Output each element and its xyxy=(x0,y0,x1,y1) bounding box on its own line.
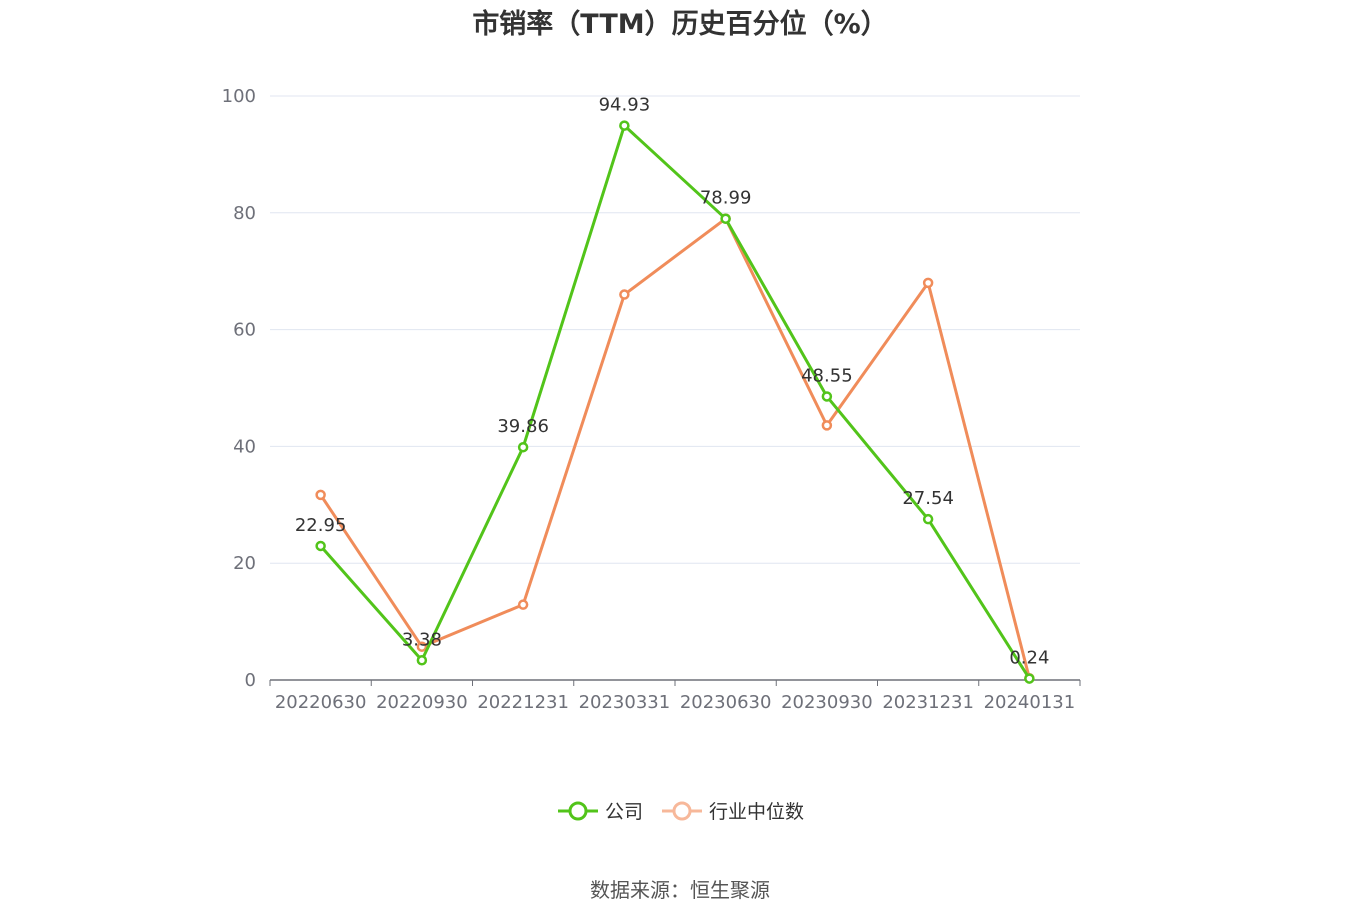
x-tick-label: 20220930 xyxy=(376,692,468,713)
data-label: 48.55 xyxy=(801,365,853,386)
data-point xyxy=(922,513,934,525)
x-tick-label: 20220630 xyxy=(275,692,367,713)
data-labels: 22.95 3.38 39.86 94.93 78.99 48.55 27.54 0.24 xyxy=(295,95,1050,669)
x-axis: 20220630 20220930 20221231 20230331 20230630… xyxy=(269,679,1081,713)
series-line-industry-median xyxy=(319,217,1031,679)
y-tick-label: 0 xyxy=(245,670,256,691)
data-point xyxy=(821,420,833,431)
data-point xyxy=(619,120,630,131)
grid-lines xyxy=(270,95,1080,564)
x-tick-label: 20240131 xyxy=(984,692,1076,713)
y-tick-label: 100 xyxy=(222,86,256,107)
x-tick-label: 20230331 xyxy=(579,692,671,713)
data-label: 27.54 xyxy=(902,488,954,509)
data-point xyxy=(821,391,833,402)
data-label: 94.93 xyxy=(599,95,651,116)
data-point xyxy=(416,655,428,666)
data-label: 78.99 xyxy=(700,188,752,209)
data-point xyxy=(1024,673,1035,684)
legend-marker xyxy=(568,801,588,821)
legend-label: 公司 xyxy=(605,801,643,823)
data-point xyxy=(619,289,630,300)
legend-marker xyxy=(672,801,692,821)
data-label: 39.86 xyxy=(497,416,549,437)
data-point xyxy=(517,441,529,453)
series-line-company xyxy=(319,124,1031,680)
data-point xyxy=(922,277,934,289)
y-tick-label: 80 xyxy=(233,203,256,224)
data-point xyxy=(315,489,326,501)
data-point xyxy=(416,641,428,652)
data-point xyxy=(517,599,529,610)
x-tick-label: 20221231 xyxy=(477,692,569,713)
x-tick-label: 20231231 xyxy=(882,692,974,713)
data-label: 22.95 xyxy=(295,515,347,536)
legend: 公司 行业中位数 xyxy=(558,801,804,823)
chart-title: 市销率（TTM）历史百分位（%） xyxy=(472,9,888,40)
y-tick-label: 60 xyxy=(233,320,256,341)
y-tick-label: 20 xyxy=(233,553,256,574)
y-tick-label: 40 xyxy=(233,436,256,457)
y-axis: 0 20 40 60 80 100 xyxy=(222,86,256,691)
data-point xyxy=(315,540,326,552)
data-label: 0.24 xyxy=(1009,648,1049,669)
legend-label: 行业中位数 xyxy=(709,801,804,823)
x-tick-label: 20230930 xyxy=(781,692,873,713)
series-layer xyxy=(315,120,1035,684)
data-point xyxy=(720,213,731,224)
x-tick-label: 20230630 xyxy=(680,692,772,713)
data-source: 数据来源：恒生聚源 xyxy=(590,878,770,902)
data-label: 3.38 xyxy=(402,629,442,650)
